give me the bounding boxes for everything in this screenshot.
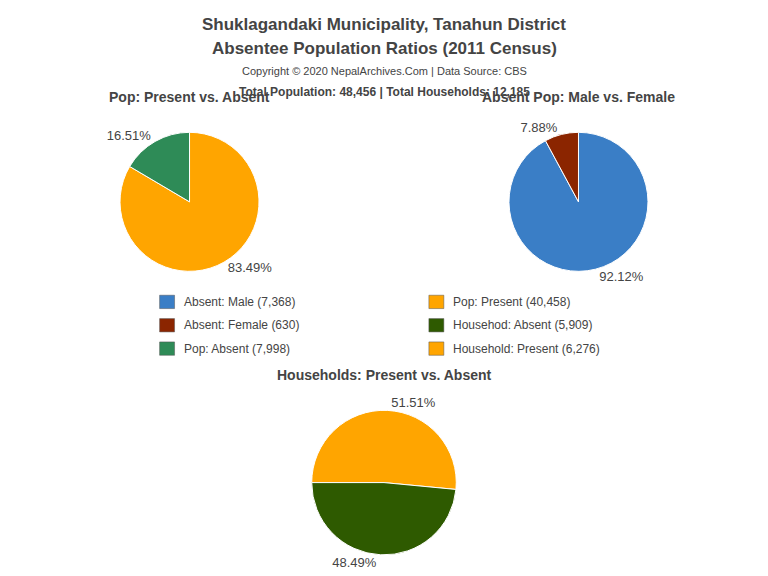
svg-text:48.49%: 48.49% [332,555,377,570]
svg-text:Absent Pop: Male vs. Female: Absent Pop: Male vs. Female [482,89,675,105]
svg-text:16.51%: 16.51% [107,128,152,143]
svg-text:Shuklagandaki Municipality, Ta: Shuklagandaki Municipality, Tanahun Dist… [202,15,566,34]
svg-text:Househod: Absent (5,909): Househod: Absent (5,909) [453,318,592,332]
svg-text:Absent: Female (630): Absent: Female (630) [184,318,299,332]
svg-text:Pop: Present vs. Absent: Pop: Present vs. Absent [109,89,270,105]
svg-text:Pop: Present (40,458): Pop: Present (40,458) [453,295,570,309]
svg-text:51.51%: 51.51% [391,395,436,410]
svg-text:Household: Present (6,276): Household: Present (6,276) [453,342,600,356]
svg-text:Pop: Absent (7,998): Pop: Absent (7,998) [184,342,290,356]
svg-text:Households: Present vs. Absent: Households: Present vs. Absent [277,367,492,383]
svg-text:92.12%: 92.12% [599,269,644,284]
svg-text:83.49%: 83.49% [228,260,273,275]
svg-text:Copyright © 2020 NepalArchives: Copyright © 2020 NepalArchives.Com | Dat… [242,65,527,77]
svg-text:7.88%: 7.88% [520,120,557,135]
svg-text:Absent: Male (7,368): Absent: Male (7,368) [184,295,295,309]
svg-text:Absentee Population Ratios (20: Absentee Population Ratios (2011 Census) [212,39,557,58]
svg-text:Total Population: 48,456 | Tot: Total Population: 48,456 | Total Househo… [239,85,530,99]
